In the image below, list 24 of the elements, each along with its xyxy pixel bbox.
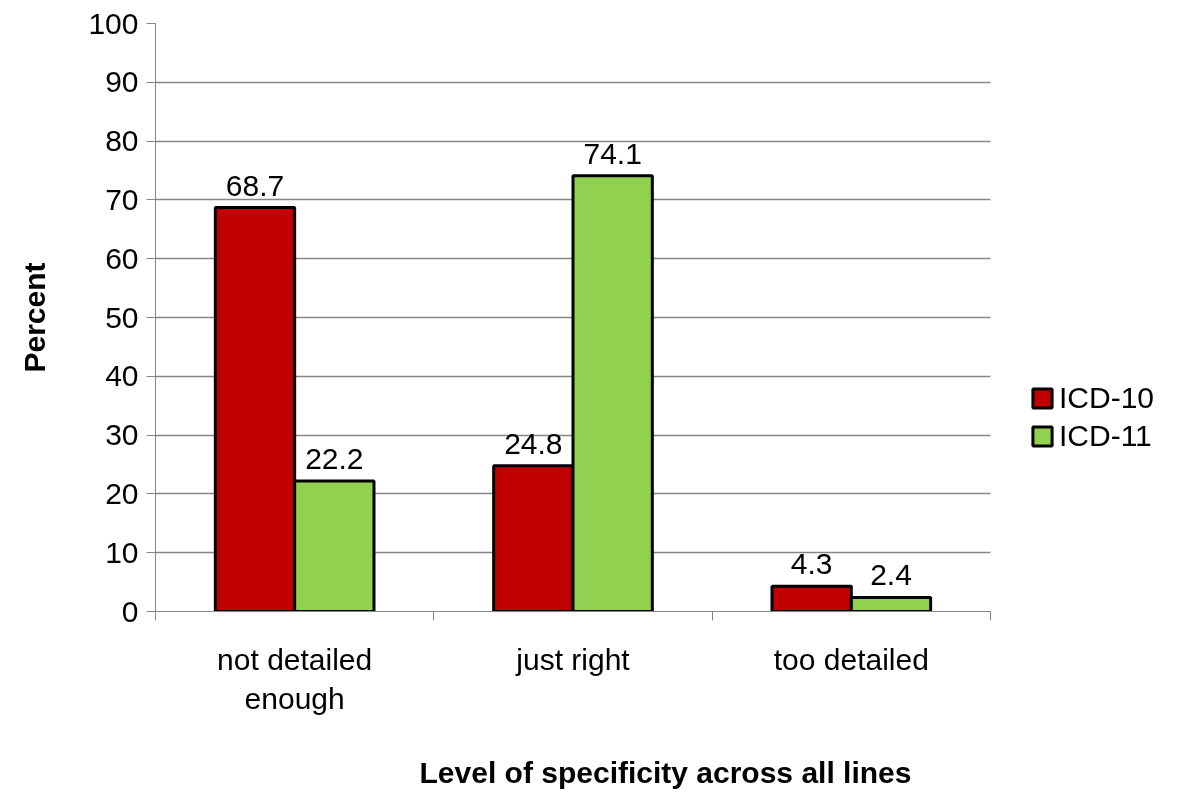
- data-label: 24.8: [504, 426, 563, 460]
- y-tick-label: 90: [105, 65, 139, 99]
- data-label: 2.4: [870, 558, 912, 592]
- legend-label: ICD-10: [1059, 381, 1155, 415]
- y-tick-label: 60: [105, 241, 139, 275]
- data-label: 4.3: [790, 547, 833, 581]
- y-tick-label: 20: [105, 476, 139, 510]
- data-label: 74.1: [583, 136, 642, 170]
- y-tick-label: 70: [105, 182, 139, 216]
- y-tick-label: 80: [105, 124, 139, 158]
- y-tick-label: 40: [105, 359, 139, 393]
- y-tick-label: 50: [105, 300, 139, 334]
- y-tick-label: 0: [121, 594, 139, 628]
- y-tick-label: 100: [88, 6, 139, 40]
- y-tick-label: 10: [105, 535, 139, 569]
- data-label: 22.2: [305, 441, 364, 475]
- y-axis-title: Percent: [18, 262, 52, 373]
- x-tick-label: too detailed: [773, 642, 929, 676]
- legend-label: ICD-11: [1059, 419, 1152, 453]
- x-axis-title: Level of specificity across all lines: [419, 756, 912, 790]
- y-tick-label: 30: [105, 418, 139, 452]
- x-tick-label: not detailed enough: [217, 642, 373, 716]
- x-tick-label: just right: [515, 642, 631, 676]
- data-label: 68.7: [225, 168, 285, 202]
